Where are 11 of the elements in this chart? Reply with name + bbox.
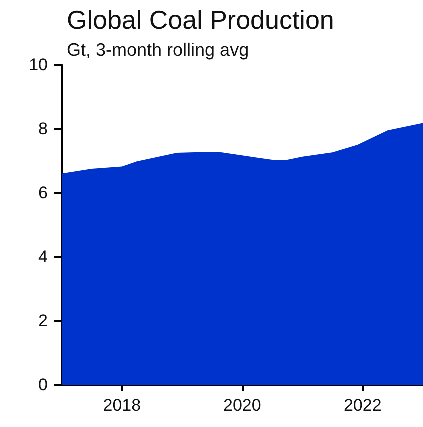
y-tick-label: 2 bbox=[38, 312, 48, 330]
chart-title: Global Coal Production bbox=[67, 5, 334, 35]
chart-subtitle: Gt, 3-month rolling avg bbox=[67, 40, 250, 60]
y-tick-label: 8 bbox=[38, 120, 48, 138]
x-tick-label: 2018 bbox=[103, 396, 142, 415]
y-tick-label: 10 bbox=[29, 56, 48, 74]
y-tick-label: 4 bbox=[38, 248, 48, 266]
x-tick-label: 2022 bbox=[344, 396, 382, 415]
x-tick-label: 2020 bbox=[224, 396, 262, 415]
y-tick-label: 6 bbox=[38, 184, 48, 202]
y-tick-label: 0 bbox=[38, 376, 48, 394]
